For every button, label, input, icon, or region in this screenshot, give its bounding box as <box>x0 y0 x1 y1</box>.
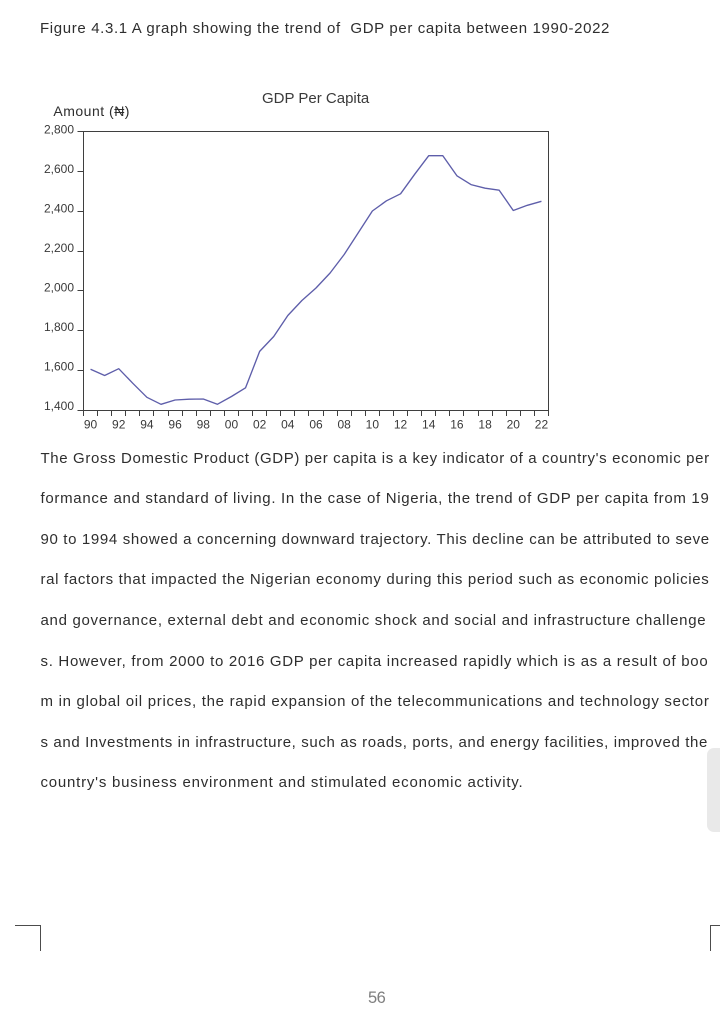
svg-text:98: 98 <box>197 418 211 432</box>
svg-text:12: 12 <box>394 418 408 432</box>
svg-text:18: 18 <box>478 418 492 432</box>
svg-text:96: 96 <box>168 418 182 432</box>
svg-text:94: 94 <box>140 418 154 432</box>
svg-text:1,400: 1,400 <box>44 399 74 413</box>
svg-text:20: 20 <box>507 418 521 432</box>
svg-text:2,200: 2,200 <box>44 241 74 255</box>
svg-text:92: 92 <box>112 418 126 432</box>
svg-text:04: 04 <box>281 418 295 432</box>
svg-text:06: 06 <box>309 418 323 432</box>
svg-text:1,800: 1,800 <box>44 320 74 334</box>
svg-text:1,600: 1,600 <box>44 359 74 373</box>
svg-text:2,600: 2,600 <box>44 162 74 176</box>
svg-text:2,800: 2,800 <box>44 125 74 136</box>
svg-text:16: 16 <box>450 418 464 432</box>
svg-text:14: 14 <box>422 418 436 432</box>
svg-text:22: 22 <box>535 418 549 432</box>
svg-text:10: 10 <box>366 418 380 432</box>
svg-text:08: 08 <box>338 418 352 432</box>
svg-text:02: 02 <box>253 418 267 432</box>
svg-text:2,400: 2,400 <box>44 201 74 215</box>
svg-text:00: 00 <box>225 418 239 432</box>
svg-text:90: 90 <box>84 418 98 432</box>
svg-text:2,000: 2,000 <box>44 280 74 294</box>
